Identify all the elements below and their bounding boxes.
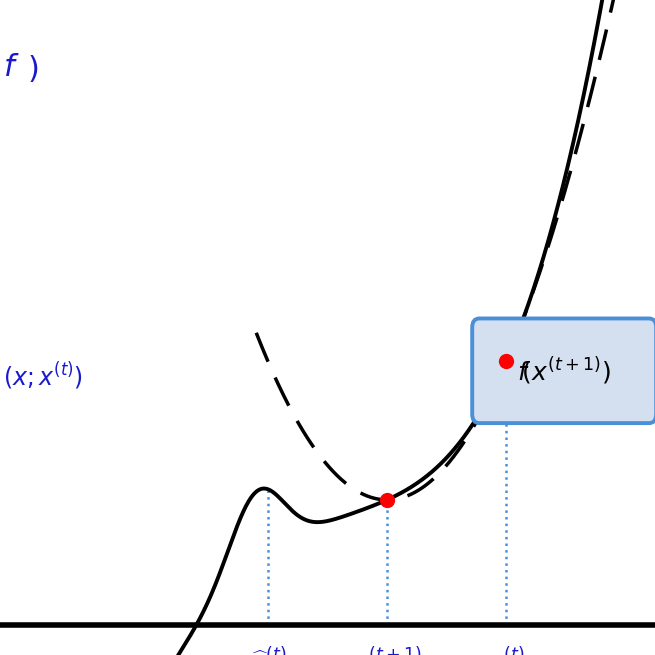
Text: $x^{(t)}$: $x^{(t)}$ bbox=[487, 648, 525, 655]
FancyBboxPatch shape bbox=[472, 318, 655, 423]
Text: $f\!\left(x^{(t+1)}\right)$: $f\!\left(x^{(t+1)}\right)$ bbox=[517, 355, 611, 386]
Text: $\widehat{x}^{(t)}$: $\widehat{x}^{(t)}$ bbox=[250, 648, 286, 655]
Text: $f$: $f$ bbox=[3, 52, 20, 82]
Text: $)$: $)$ bbox=[27, 52, 38, 84]
Text: $(x;x^{(t)})$: $(x;x^{(t)})$ bbox=[3, 361, 83, 392]
Text: $x^{(t+1)}$: $x^{(t+1)}$ bbox=[352, 648, 422, 655]
